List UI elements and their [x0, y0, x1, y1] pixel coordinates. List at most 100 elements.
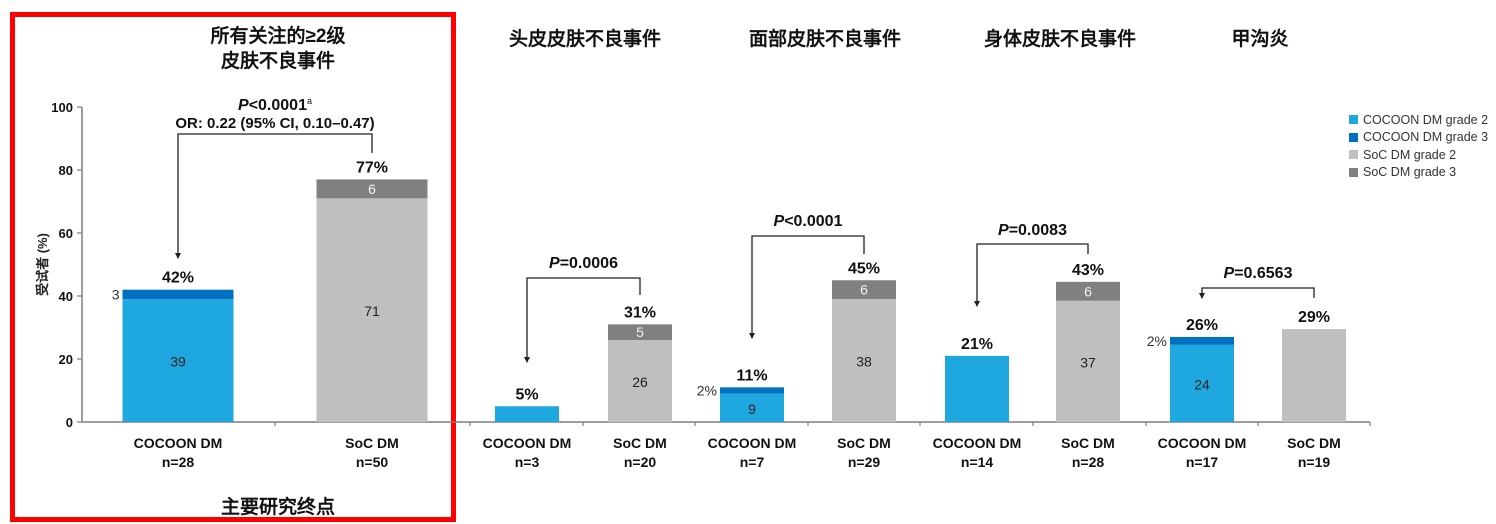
bar-total-label: 21%	[961, 336, 993, 353]
legend-label: SoC DM grade 3	[1363, 165, 1457, 180]
segment-label-grade2: 24	[1194, 376, 1210, 392]
segment-label-grade3: 6	[368, 181, 376, 197]
segment-label-grade3: 2%	[697, 383, 717, 399]
bar-total-label: 43%	[1072, 262, 1104, 279]
legend-label: SoC DM grade 2	[1363, 147, 1457, 162]
segment-label-grade2: 37	[1080, 354, 1096, 370]
sample-size-label: n=17	[1186, 454, 1219, 470]
legend-label: COCOON DM grade 2	[1363, 112, 1489, 127]
legend-label: COCOON DM grade 3	[1363, 130, 1489, 145]
segment-label-grade2: 39	[170, 354, 186, 370]
bar-segment-grade2	[720, 393, 784, 422]
bar-total-label: 11%	[736, 367, 767, 384]
swatch-icon	[1349, 167, 1358, 177]
panel-title-scalp: 头皮皮肤不良事件	[495, 27, 675, 52]
panel-title-paronychia: 甲沟炎	[1200, 27, 1320, 52]
sample-size-label: n=19	[1298, 454, 1331, 470]
category-label: COCOON DM	[933, 435, 1022, 451]
segment-label-grade3: 3	[112, 286, 120, 302]
category-label: COCOON DM	[1158, 435, 1247, 451]
swatch-icon	[1349, 132, 1358, 142]
sample-size-label: n=29	[848, 454, 881, 470]
p-value-label: P=0.0006	[549, 255, 618, 272]
bar-segment-grade2	[945, 355, 1009, 422]
significance-bracket	[751, 235, 865, 338]
category-label: SoC DM	[1061, 435, 1115, 451]
y-tick-label: 40	[59, 289, 73, 304]
segment-label-grade2: 71	[364, 303, 380, 319]
category-label: SoC DM	[837, 435, 891, 451]
sample-size-label: n=28	[162, 454, 195, 470]
y-tick-label: 0	[66, 415, 73, 430]
panel-title-face: 面部皮肤不良事件	[735, 27, 915, 52]
segment-label-grade3: 6	[860, 282, 868, 298]
p-value-label: P=0.0083	[998, 222, 1067, 239]
odds-ratio-label: OR: 0.22 (95% CI, 0.10–0.47)	[175, 115, 374, 132]
p-value-label: P<0.0001	[774, 213, 843, 230]
sample-size-label: n=28	[1072, 454, 1105, 470]
bar-segment-grade2	[122, 299, 234, 422]
bar-total-label: 77%	[356, 159, 388, 176]
legend-item-soc-g2: SoC DM grade 2	[1349, 146, 1488, 164]
category-label: SoC DM	[345, 435, 399, 451]
category-label: COCOON DM	[483, 435, 572, 451]
significance-bracket	[1201, 287, 1315, 298]
bar-total-label: 5%	[515, 386, 538, 403]
bar-segment-grade2	[495, 406, 559, 422]
bar-total-label: 42%	[162, 270, 194, 287]
arrow-head-icon	[175, 253, 181, 259]
bar-segment-grade2	[832, 299, 896, 422]
bar-segment-grade3	[608, 324, 672, 341]
bar-segment-grade2	[1170, 344, 1234, 422]
bar-segment-grade2	[608, 340, 672, 422]
sample-size-label: n=50	[356, 454, 389, 470]
swatch-icon	[1349, 150, 1358, 160]
legend: COCOON DM grade 2 COCOON DM grade 3 SoC …	[1349, 111, 1488, 181]
significance-bracket	[976, 243, 1089, 306]
y-tick-label: 100	[51, 100, 73, 115]
significance-bracket	[526, 277, 641, 362]
category-label: COCOON DM	[708, 435, 797, 451]
title-line-1: 甲沟炎	[1231, 29, 1289, 50]
sample-size-label: n=20	[624, 454, 657, 470]
category-label: SoC DM	[1287, 435, 1341, 451]
legend-item-cocoon-g3: COCOON DM grade 3	[1349, 129, 1488, 147]
bar-segment-grade3	[316, 179, 428, 199]
arrow-head-icon	[749, 333, 755, 339]
bar-total-label: 45%	[848, 260, 880, 277]
title-line-2: 皮肤不良事件	[220, 51, 335, 72]
legend-item-cocoon-g2: COCOON DM grade 2	[1349, 111, 1488, 129]
panel-title-all-skin-ae: 所有关注的≥2级 皮肤不良事件	[178, 24, 378, 74]
title-line-1: 身体皮肤不良事件	[983, 29, 1136, 50]
segment-label-grade2: 26	[632, 374, 648, 390]
bar-segment-grade3	[832, 280, 896, 300]
primary-endpoint-label: 主要研究终点	[220, 497, 335, 518]
arrow-head-icon	[524, 357, 530, 363]
category-label: SoC DM	[613, 435, 667, 451]
category-label: COCOON DM	[134, 435, 223, 451]
arrow-head-icon	[1199, 293, 1205, 299]
sample-size-label: n=7	[740, 454, 765, 470]
bar-segment-grade3	[720, 387, 784, 394]
bar-total-label: 31%	[624, 304, 656, 321]
sample-size-label: n=3	[515, 454, 540, 470]
title-line-1: 所有关注的≥2级	[210, 26, 346, 47]
bar-segment-grade2	[1056, 300, 1120, 422]
p-value-label: P=0.6563	[1224, 265, 1293, 282]
segment-label-grade2: 38	[856, 354, 872, 370]
y-tick-label: 20	[59, 352, 73, 367]
bar-segment-grade3	[1056, 281, 1120, 301]
panel-title-body: 身体皮肤不良事件	[970, 27, 1150, 52]
sample-size-label: n=14	[961, 454, 994, 470]
y-tick-label: 80	[59, 163, 73, 178]
segment-label-grade3: 2%	[1147, 333, 1167, 349]
bar-total-label: 26%	[1186, 317, 1218, 334]
significance-bracket	[177, 133, 373, 258]
y-tick-label: 60	[59, 226, 73, 241]
bar-segment-grade2	[1282, 329, 1346, 422]
segment-label-grade3: 6	[1084, 283, 1092, 299]
title-line-1: 面部皮肤不良事件	[748, 29, 901, 50]
p-value-label: P<0.0001a	[238, 96, 312, 114]
title-line-1: 头皮皮肤不良事件	[508, 29, 661, 50]
